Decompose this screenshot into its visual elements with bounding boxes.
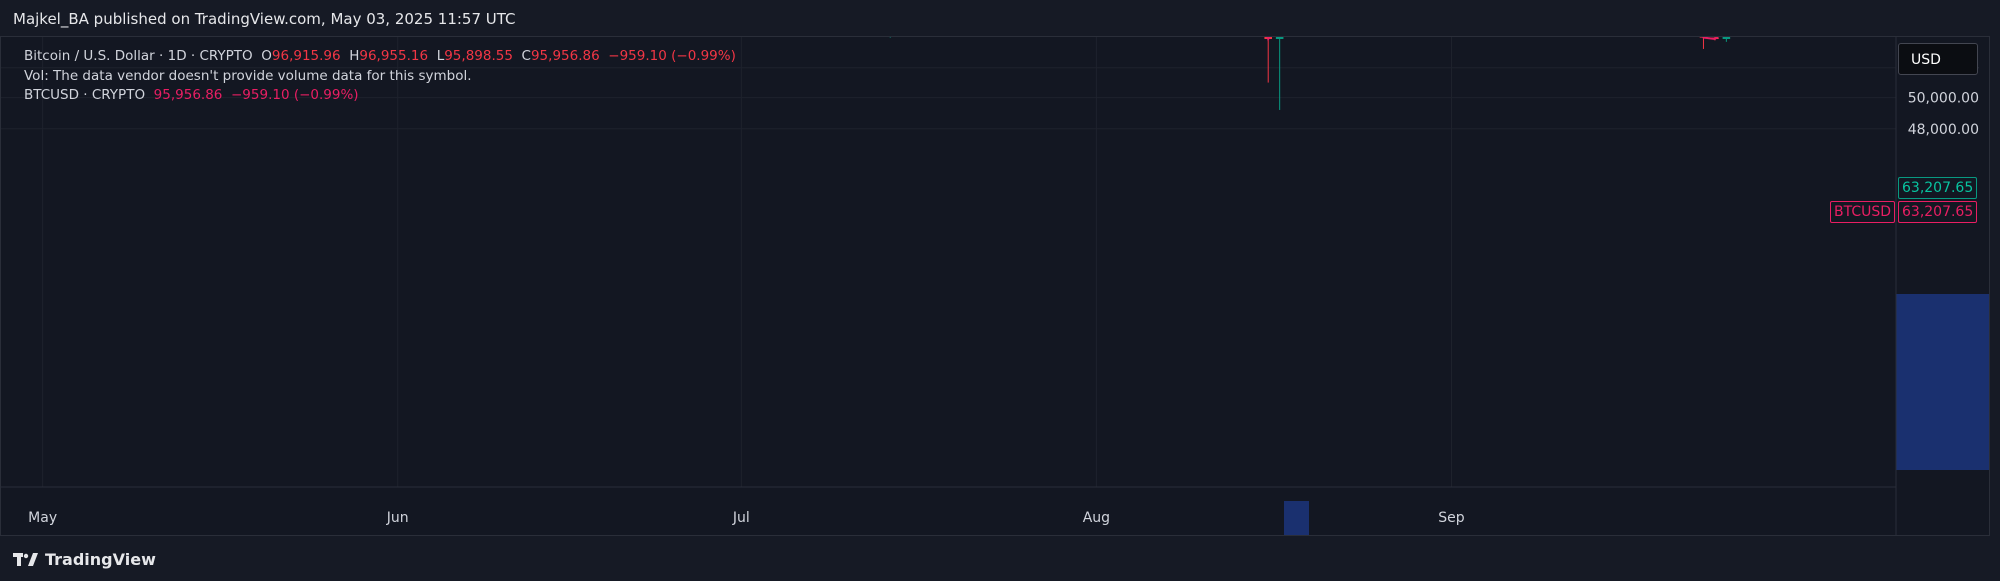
publish-header: Majkel_BA published on TradingView.com, …: [0, 0, 2000, 36]
candle: [889, 37, 891, 38]
legend-open-label: O: [261, 48, 272, 64]
legend-change: −959.10 (−0.99%): [608, 48, 736, 64]
chart-legend: Bitcoin / U.S. Dollar · 1D · CRYPTO O96,…: [24, 47, 736, 106]
legend-low-label: L: [436, 48, 445, 64]
legend-close-label: C: [521, 48, 531, 64]
price-tick-label: 48,000.00: [1908, 122, 1979, 138]
candle: [1275, 37, 1284, 110]
time-tick-label: Aug: [1083, 510, 1110, 526]
time-axis: May Jun Jul Aug Sep: [28, 510, 1465, 526]
brand-name: TradingView: [45, 550, 156, 569]
legend-ma-change: −959.10 (−0.99%): [230, 87, 359, 103]
legend-high-value: 96,955.16: [359, 48, 429, 64]
candle-body: [1275, 37, 1284, 40]
legend-high-label: H: [349, 48, 360, 64]
published-info: Majkel_BA published on TradingView.com, …: [13, 10, 516, 28]
legend-symbol-row: Bitcoin / U.S. Dollar · 1D · CRYPTO O96,…: [24, 47, 736, 67]
legend-volume-row: Vol: The data vendor doesn't provide vol…: [24, 67, 472, 84]
candle: [1722, 37, 1731, 42]
grid-layer: [1, 37, 1896, 487]
legend-close-value: 95,956.86: [530, 48, 600, 64]
legend-symbol[interactable]: Bitcoin / U.S. Dollar · 1D · CRYPTO: [24, 48, 253, 64]
price-chart[interactable]: 48,000.0050,000.0052,000.0055,000.0058,0…: [1, 37, 1989, 535]
time-tick-label: Jun: [386, 510, 409, 526]
candle-body: [1722, 37, 1731, 40]
currency-button[interactable]: USD: [1898, 43, 1978, 75]
legend-ma-row: BTCUSD · CRYPTO 95,956.86 −959.10 (−0.99…: [24, 86, 736, 106]
tradingview-logo-icon: [13, 552, 38, 566]
legend-ma-symbol[interactable]: BTCUSD · CRYPTO: [24, 87, 146, 103]
symbol-price-tag: BTCUSD: [1830, 201, 1896, 223]
time-tick-label: May: [28, 510, 57, 526]
candle: [1264, 37, 1272, 83]
footer: TradingView: [0, 536, 2000, 581]
price-axis-range-highlight: [1896, 294, 1989, 470]
ma-series-line: [1266, 37, 1719, 42]
chart-panel[interactable]: Bitcoin / U.S. Dollar · 1D · CRYPTO O96,…: [0, 36, 1990, 536]
time-axis-range-highlight: [1284, 501, 1309, 535]
time-tick-label: Sep: [1438, 510, 1465, 526]
time-tick-label: Jul: [732, 510, 750, 526]
tradingview-logo[interactable]: TradingView: [13, 550, 156, 569]
symbol-price-badge: 63,207.65: [1898, 201, 1978, 223]
legend-low-value: 95,898.55: [444, 48, 513, 64]
legend-ma-value: 95,956.86: [153, 87, 223, 103]
price-tick-label: 50,000.00: [1908, 91, 1979, 107]
last-price-badge: 63,207.65: [1898, 177, 1978, 199]
legend-open-value: 96,915.96: [271, 48, 341, 64]
